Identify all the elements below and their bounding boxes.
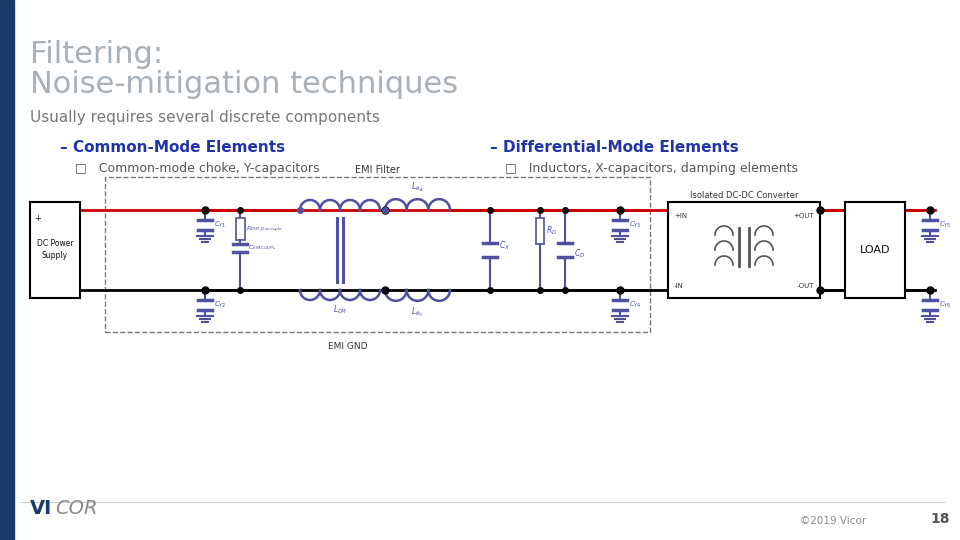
Text: □   Common-mode choke, Y-capacitors: □ Common-mode choke, Y-capacitors bbox=[75, 162, 320, 175]
Text: $C_{Y6}$: $C_{Y6}$ bbox=[939, 300, 951, 310]
Text: $C_{Y2}$: $C_{Y2}$ bbox=[214, 300, 227, 310]
Text: +IN: +IN bbox=[674, 213, 687, 219]
Text: $R_{FSR\_Decouple}$: $R_{FSR\_Decouple}$ bbox=[246, 224, 283, 234]
Text: $L_{lk_A}$: $L_{lk_A}$ bbox=[411, 180, 424, 194]
Text: $L_{CM}$: $L_{CM}$ bbox=[333, 303, 348, 315]
Text: Noise-mitigation techniques: Noise-mitigation techniques bbox=[30, 70, 458, 99]
Bar bbox=[536, 218, 544, 244]
Text: – Differential-Mode Elements: – Differential-Mode Elements bbox=[490, 140, 739, 155]
Text: Isolated DC-DC Converter: Isolated DC-DC Converter bbox=[689, 191, 799, 200]
Text: $C_D$: $C_D$ bbox=[574, 248, 586, 260]
Bar bbox=[845, 202, 905, 298]
Text: +OUT: +OUT bbox=[793, 213, 814, 219]
Bar bbox=[30, 202, 80, 298]
Text: LOAD: LOAD bbox=[860, 245, 890, 255]
Text: Usually requires several discrete components: Usually requires several discrete compon… bbox=[30, 110, 380, 125]
Text: □   Inductors, X-capacitors, damping elements: □ Inductors, X-capacitors, damping eleme… bbox=[505, 162, 798, 175]
Text: $C_{Y5}$: $C_{Y5}$ bbox=[939, 220, 951, 230]
Text: Filtering:: Filtering: bbox=[30, 40, 163, 69]
Bar bbox=[668, 202, 820, 298]
Text: $C_{Y4}$: $C_{Y4}$ bbox=[629, 300, 641, 310]
Text: $C_X$: $C_X$ bbox=[499, 240, 510, 252]
Text: Supply: Supply bbox=[42, 251, 68, 260]
Text: +: + bbox=[34, 214, 41, 223]
Bar bbox=[0, 0, 14, 540]
Text: 18: 18 bbox=[930, 512, 950, 526]
Text: $C_{Y3}$: $C_{Y3}$ bbox=[629, 220, 641, 230]
Text: ©2019 Vicor: ©2019 Vicor bbox=[800, 516, 866, 526]
Bar bbox=[105, 177, 650, 332]
Text: DC Power: DC Power bbox=[36, 239, 73, 247]
Text: $C_{EMICOUPL}$: $C_{EMICOUPL}$ bbox=[248, 244, 276, 252]
Text: -IN: -IN bbox=[674, 283, 684, 289]
Text: $L_{lk_C}$: $L_{lk_C}$ bbox=[411, 305, 424, 319]
Text: $C_{Y1}$: $C_{Y1}$ bbox=[214, 220, 227, 230]
Text: COR: COR bbox=[55, 499, 98, 518]
Text: EMI GND: EMI GND bbox=[327, 342, 368, 351]
Text: – Common-Mode Elements: – Common-Mode Elements bbox=[60, 140, 285, 155]
Bar bbox=[236, 218, 245, 240]
Text: EMI Filter: EMI Filter bbox=[355, 165, 400, 175]
Text: $R_D$: $R_D$ bbox=[546, 225, 557, 237]
Text: VI: VI bbox=[30, 499, 52, 518]
Text: -OUT: -OUT bbox=[797, 283, 814, 289]
